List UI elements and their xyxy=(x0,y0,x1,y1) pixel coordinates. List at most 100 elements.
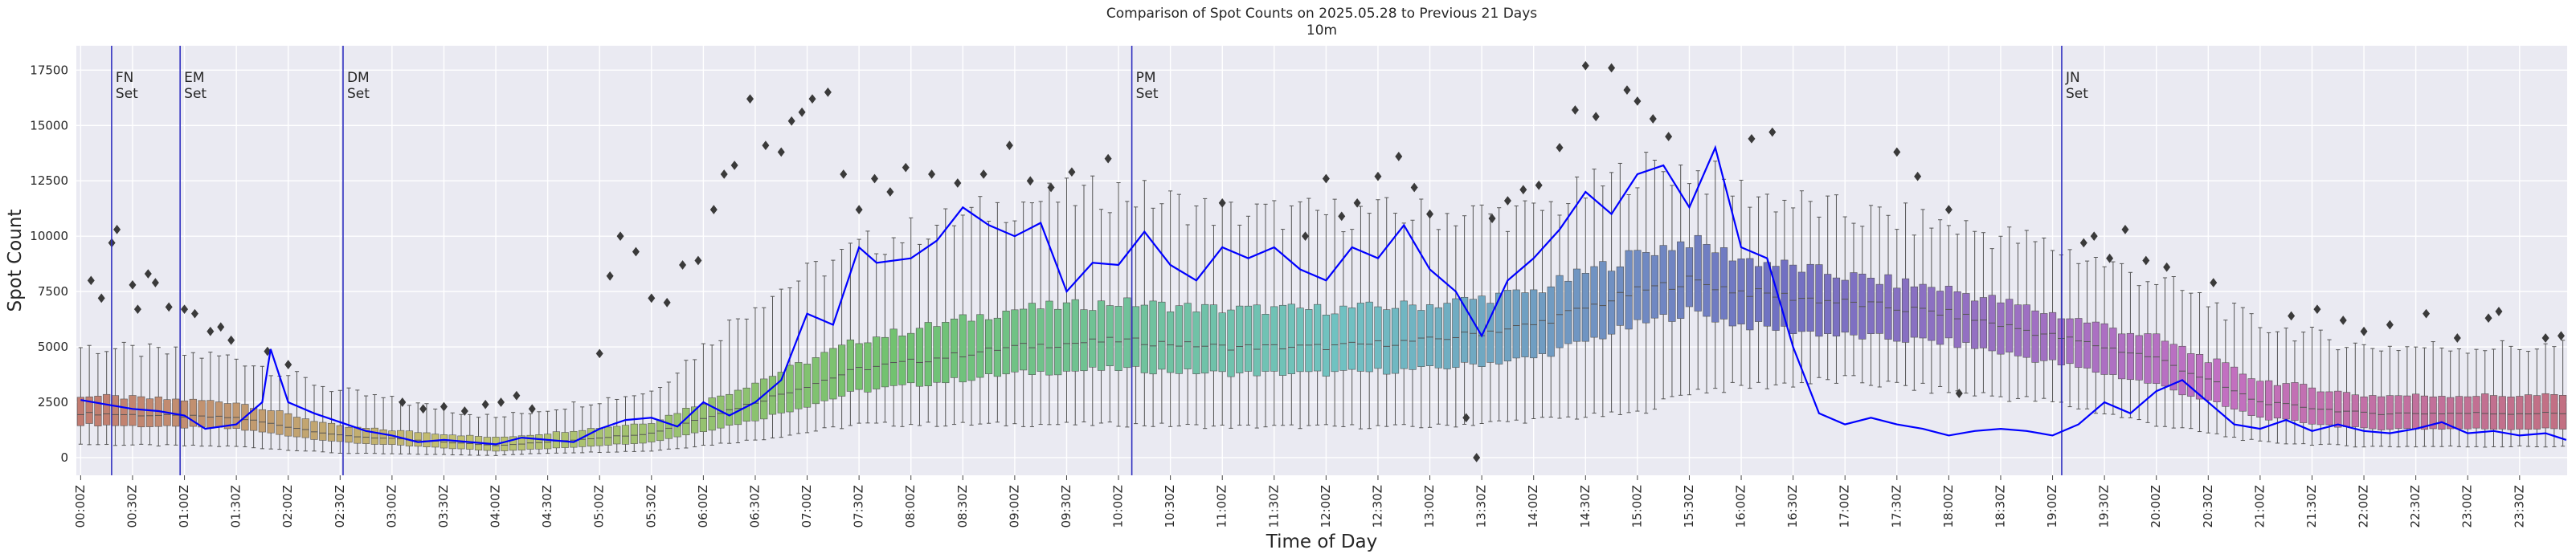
box-plot xyxy=(1841,216,1849,377)
y-tick-label: 2500 xyxy=(38,395,68,409)
box-plot xyxy=(2481,350,2489,448)
marker-label: EM xyxy=(184,70,204,86)
x-axis-ticks: 00:00Z 00:30Z 01:00Z 01:30Z 02:00Z 02:30Z 03:0… xyxy=(73,475,2526,528)
outlier-point xyxy=(1914,171,1922,181)
box-iqr xyxy=(1296,308,1304,373)
box-iqr xyxy=(1062,302,1071,372)
x-tick-label: 10:30Z xyxy=(1163,485,1177,528)
box-iqr xyxy=(2464,396,2472,430)
box-plot xyxy=(726,320,734,444)
outlier-point xyxy=(2386,320,2394,330)
box-iqr xyxy=(1875,283,1883,334)
x-tick-label: 08:30Z xyxy=(955,485,970,528)
outlier-point xyxy=(1592,112,1600,122)
box-iqr xyxy=(509,436,517,451)
box-plot xyxy=(898,242,906,427)
outlier-point xyxy=(2163,262,2171,272)
box-plot xyxy=(846,242,854,426)
box-iqr xyxy=(1227,309,1235,377)
outlier-point xyxy=(855,205,863,214)
box-plot xyxy=(2066,249,2074,408)
x-tick-label: 12:00Z xyxy=(1319,485,1333,528)
box-iqr xyxy=(362,428,370,444)
box-iqr xyxy=(1530,289,1538,359)
outlier-point xyxy=(979,169,987,179)
box-plot xyxy=(1374,199,1382,426)
box-iqr xyxy=(423,432,431,447)
box-plot xyxy=(2507,345,2515,447)
x-tick-label: 20:30Z xyxy=(2201,485,2215,528)
box-iqr xyxy=(370,427,378,445)
box-iqr xyxy=(630,423,638,444)
box-plot xyxy=(2325,339,2333,445)
box-plot xyxy=(1114,182,1122,427)
outlier-point xyxy=(190,308,198,319)
box-plot xyxy=(1131,206,1140,425)
marker-label: Set xyxy=(347,86,370,102)
box-plot xyxy=(1616,162,1624,415)
outlier-point xyxy=(663,298,671,308)
box-iqr xyxy=(345,426,353,443)
box-iqr xyxy=(1314,303,1322,372)
box-iqr xyxy=(2265,380,2273,421)
box-plot xyxy=(2135,285,2143,421)
box-plot xyxy=(1149,207,1157,427)
box-iqr xyxy=(1071,299,1079,372)
x-tick-label: 09:00Z xyxy=(1007,485,1021,528)
outlier-point xyxy=(1581,60,1589,71)
outlier-point xyxy=(1665,132,1673,141)
box-iqr xyxy=(2118,333,2126,380)
box-plot xyxy=(1728,195,1736,383)
box-plot xyxy=(1936,219,1944,387)
box-iqr xyxy=(1824,274,1832,334)
box-plot xyxy=(795,280,803,434)
box-iqr xyxy=(1054,308,1062,376)
box-iqr xyxy=(561,432,569,448)
box-iqr xyxy=(2083,322,2091,369)
box-plot xyxy=(777,288,785,438)
outlier-point xyxy=(694,255,702,266)
outlier-point xyxy=(1955,389,1963,398)
box-plot xyxy=(829,259,837,428)
outlier-point xyxy=(2557,331,2565,341)
box-plot xyxy=(2161,277,2169,427)
box-iqr xyxy=(1348,308,1356,370)
box-iqr xyxy=(284,413,292,437)
box-plot xyxy=(1356,206,1365,430)
box-plot xyxy=(2403,346,2411,447)
box-iqr xyxy=(1503,290,1512,362)
box-plot xyxy=(959,214,967,423)
box-plot xyxy=(2195,291,2204,433)
box-iqr xyxy=(1997,302,2005,355)
box-iqr xyxy=(1815,264,1823,337)
box-iqr xyxy=(1746,258,1754,331)
y-tick-label: 15000 xyxy=(30,118,68,132)
box-iqr xyxy=(2213,358,2221,402)
outlier-point xyxy=(2079,238,2087,248)
box-plot xyxy=(1331,198,1339,427)
box-iqr xyxy=(2394,395,2402,430)
box-iqr xyxy=(1097,300,1106,371)
box-iqr xyxy=(2541,393,2549,429)
box-iqr xyxy=(795,362,803,409)
box-plot xyxy=(1002,222,1010,426)
box-plot xyxy=(501,416,509,456)
box-plot xyxy=(1071,205,1079,426)
box-iqr xyxy=(984,319,993,374)
box-iqr xyxy=(103,393,111,426)
marker-label: PM xyxy=(1136,70,1156,86)
chart-title: Comparison of Spot Counts on 2025.05.28 … xyxy=(1106,6,1537,22)
box-iqr xyxy=(1356,303,1365,372)
box-plot xyxy=(292,371,301,451)
box-plot xyxy=(881,254,889,423)
box-iqr xyxy=(1754,266,1763,322)
box-iqr xyxy=(950,318,959,378)
box-iqr xyxy=(1114,306,1122,371)
box-plot xyxy=(1106,212,1114,423)
x-tick-label: 21:30Z xyxy=(2304,485,2319,528)
box-plot xyxy=(1167,190,1175,427)
box-plot xyxy=(1694,170,1702,390)
box-plot xyxy=(345,387,353,454)
box-plot xyxy=(388,396,396,454)
box-iqr xyxy=(924,322,932,386)
